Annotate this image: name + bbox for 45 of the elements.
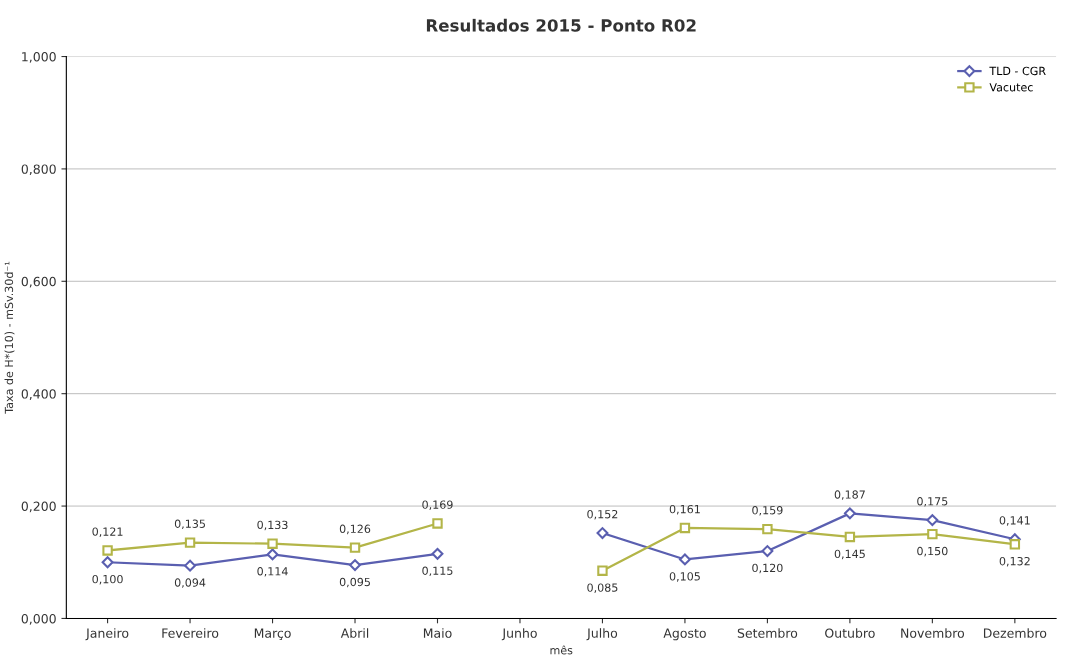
data-label: 0,135 <box>174 519 205 530</box>
data-label: 0,085 <box>587 583 618 593</box>
x-tick-label: Janeiro <box>85 628 129 641</box>
x-tick-label: Agosto <box>663 628 706 641</box>
data-label: 0,115 <box>422 566 453 577</box>
y-tick-label: 0,400 <box>21 389 56 400</box>
y-tick-label: 0,000 <box>21 613 56 625</box>
x-tick-label: Maio <box>423 628 452 638</box>
chart-title: Resultados 2015 - Ponto R02 <box>426 18 696 32</box>
data-label: 0,120 <box>752 563 783 574</box>
data-label: 0,095 <box>339 577 370 588</box>
data-label: 0,132 <box>999 556 1030 567</box>
y-tick-label: 1,000 <box>22 52 56 63</box>
data-label: 0,161 <box>669 504 700 515</box>
data-label: 0,105 <box>669 572 700 582</box>
data-label: 0,150 <box>917 546 948 557</box>
data-label: 0,187 <box>834 490 865 500</box>
x-tick-label: Julho <box>586 628 618 641</box>
y-tick-label: 0,600 <box>21 276 56 288</box>
x-tick-label: Dezembro <box>983 628 1047 638</box>
x-tick-label: Novembro <box>901 628 965 638</box>
x-tick-label: Abril <box>340 628 369 638</box>
data-label: 0,126 <box>339 524 371 535</box>
data-label: 0,094 <box>174 578 206 588</box>
data-label: 0,133 <box>257 520 288 531</box>
x-axis-title: mês <box>550 645 573 655</box>
data-label: 0,121 <box>92 527 123 537</box>
data-label: 0,159 <box>752 506 783 516</box>
y-tick-label: 0,200 <box>21 501 56 513</box>
legend-label: Vacutec <box>989 83 1033 92</box>
data-label: 0,141 <box>999 516 1030 526</box>
x-tick-label: Março <box>254 628 291 641</box>
legend-label: TLD - CGR <box>989 66 1046 76</box>
data-label: 0,145 <box>834 549 865 560</box>
x-tick-label: Setembro <box>737 628 798 638</box>
data-label: 0,114 <box>257 567 288 577</box>
data-label: 0,175 <box>917 497 948 507</box>
y-tick-label: 0,800 <box>21 164 56 176</box>
x-tick-label: Outubro <box>825 628 875 638</box>
data-label: 0,100 <box>92 574 123 585</box>
x-tick-label: Junho <box>501 628 537 641</box>
y-axis-title: Taxa de H*(10) - mSv.30d⁻¹ <box>4 261 15 414</box>
x-tick-label: Fevereiro <box>162 628 219 638</box>
data-label: 0,152 <box>587 509 618 520</box>
data-label: 0,169 <box>422 500 453 510</box>
